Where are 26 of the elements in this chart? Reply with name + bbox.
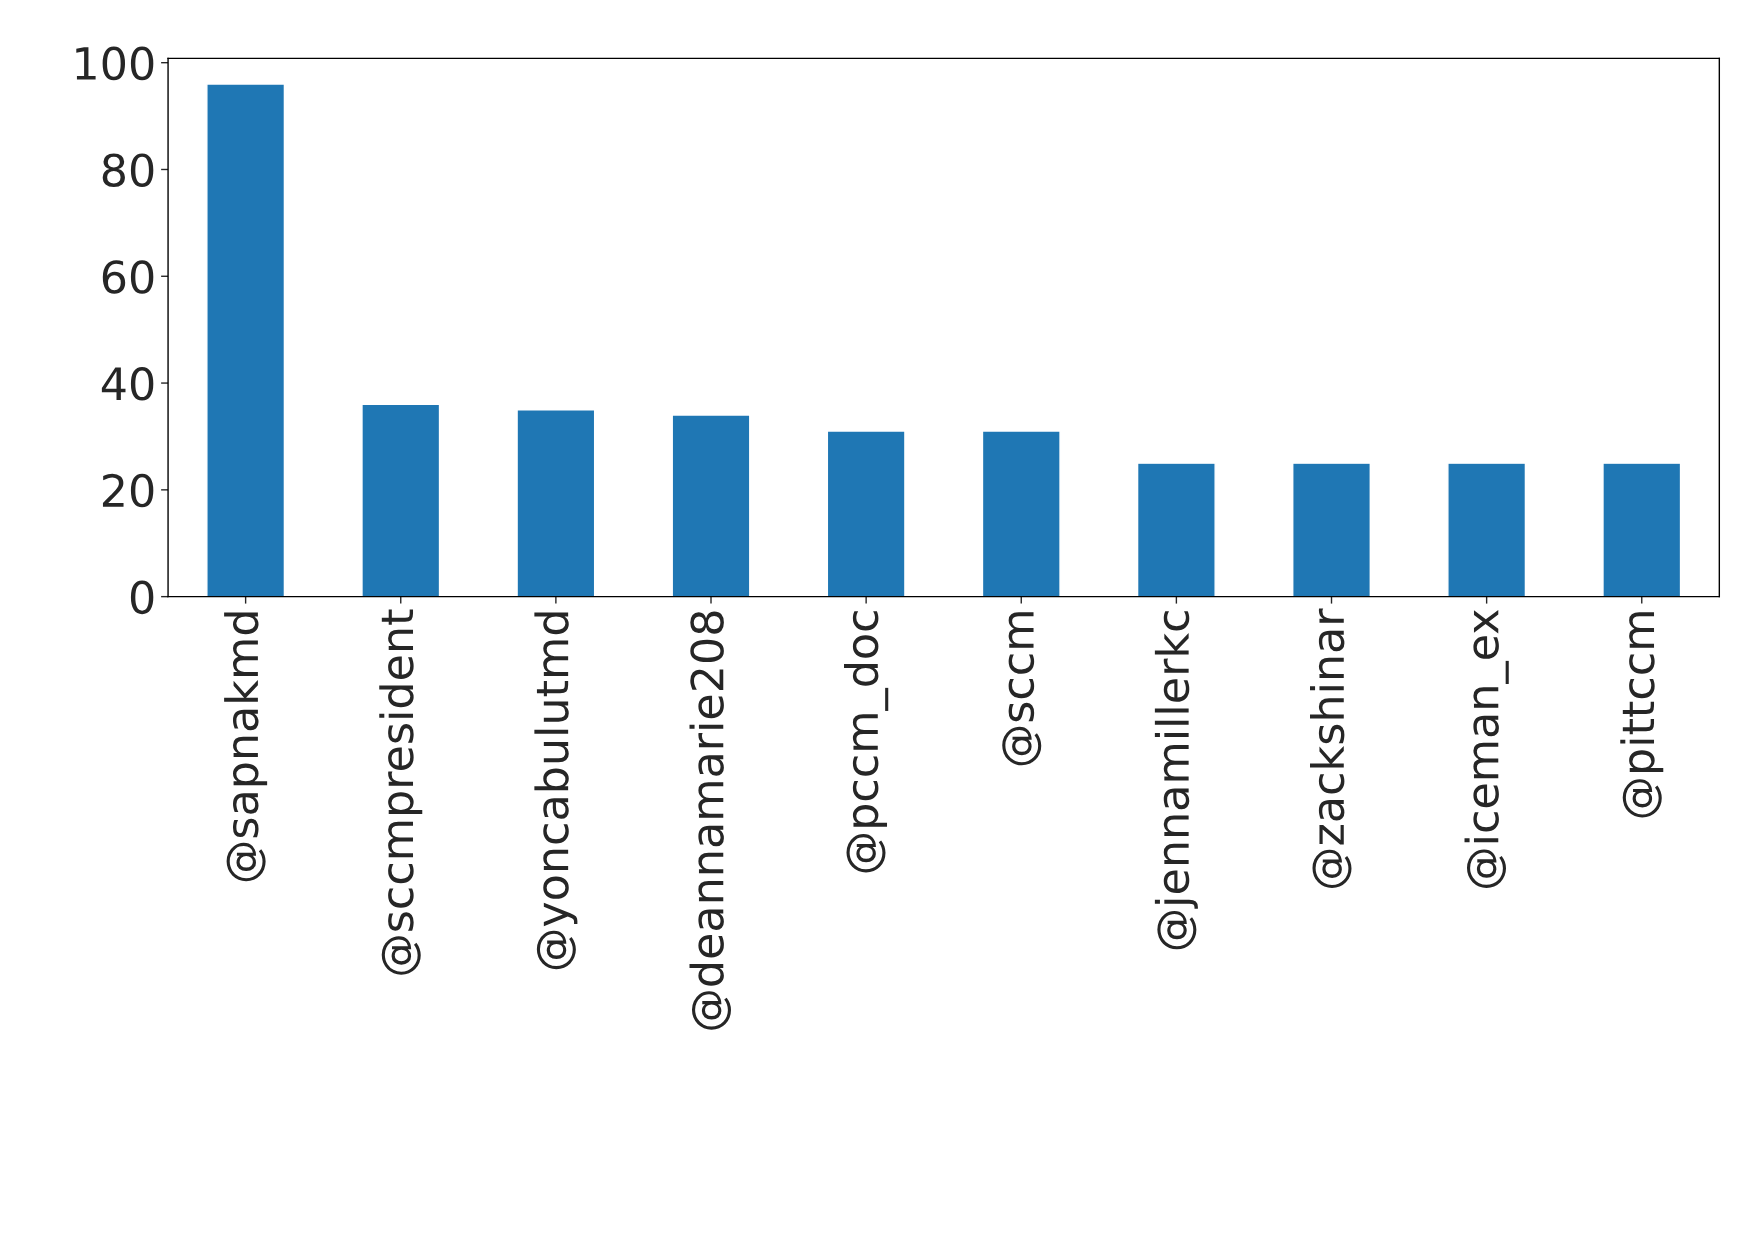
bar: [361, 403, 441, 597]
bar: [516, 409, 596, 597]
x-tick-label: @pittccm: [1620, 612, 1664, 818]
bar: [981, 430, 1061, 597]
bar: [671, 414, 751, 597]
x-tick-label: @sapnakmd: [224, 612, 268, 882]
y-tick-label: 0: [130, 580, 154, 615]
x-tick-label: @yoncabulutmd: [534, 612, 578, 970]
bar: [1292, 462, 1371, 597]
bar: [1136, 462, 1216, 597]
bar: [1602, 462, 1682, 597]
x-tick-label: @pccm_doc: [844, 611, 889, 873]
bar: [206, 83, 286, 597]
y-tick-label: 80: [102, 153, 154, 187]
y-tick-label: 100: [76, 46, 154, 81]
x-tick-label: @sccmpresident: [379, 609, 423, 975]
x-tick-label: @deannamarie208: [689, 611, 731, 1030]
x-tick-label: @jennamillerkc: [1154, 611, 1198, 950]
bar: [826, 430, 906, 597]
y-tick-label: 20: [102, 473, 154, 508]
x-tick-label: @sccm: [1002, 612, 1042, 766]
y-tick-label: 40: [101, 366, 154, 401]
x-tick-label: @iceman_ex: [1464, 609, 1509, 888]
y-tick-label: 60: [102, 260, 154, 294]
bar: [1447, 462, 1527, 597]
x-tick-label: @zackshinar: [1310, 608, 1352, 889]
